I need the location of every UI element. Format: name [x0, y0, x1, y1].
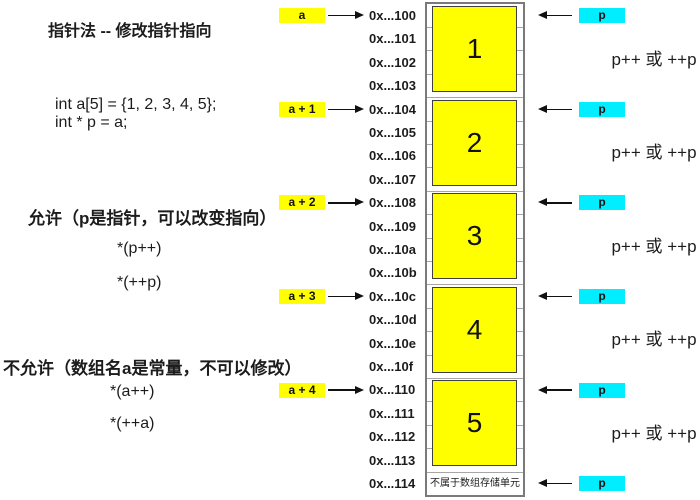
- cell-boundary-line: [427, 97, 523, 99]
- array-cell-2: 2: [432, 99, 517, 186]
- address-label: 0x...10e: [369, 335, 416, 351]
- array-pointer-label: a: [279, 8, 325, 24]
- arrow-line: [546, 108, 572, 111]
- arrow-line: [546, 389, 572, 391]
- array-pointer-label: a + 1: [279, 101, 325, 117]
- arrow-right-head-icon: [355, 198, 364, 207]
- arrow-line: [328, 295, 355, 298]
- allowed-heading: 允许（p是指针，可以改变指向）: [28, 209, 277, 228]
- array-pointer-label: a + 2: [279, 195, 325, 211]
- pointer-p-label: p: [579, 476, 625, 492]
- address-label: 0x...108: [369, 195, 416, 211]
- address-label: 0x...10a: [369, 242, 416, 257]
- array-cell-3: 3: [432, 193, 517, 280]
- cell-boundary-line: [427, 377, 523, 379]
- address-label: 0x...102: [369, 54, 416, 70]
- arrow-left-head-icon: [538, 11, 547, 20]
- address-label: 0x...109: [369, 218, 416, 234]
- array-cell-5: 5: [432, 380, 517, 467]
- arrow-line: [546, 14, 572, 17]
- arrow-line: [546, 295, 572, 298]
- address-label: 0x...10d: [369, 312, 417, 328]
- pointer-p-label: p: [579, 101, 625, 117]
- increment-hint: p++ 或 ++p: [611, 330, 697, 350]
- arrow-line: [328, 389, 355, 391]
- not-allowed-expression-1: *(a++): [110, 383, 155, 400]
- address-label: 0x...106: [369, 148, 416, 164]
- address-label: 0x...103: [369, 78, 416, 94]
- address-label: 0x...112: [369, 429, 416, 445]
- array-cell-4: 4: [432, 286, 517, 373]
- arrow-left-head-icon: [538, 198, 547, 207]
- cell-boundary-line: [427, 190, 523, 192]
- arrow-right-head-icon: [355, 104, 364, 113]
- arrow-right-head-icon: [355, 385, 364, 394]
- array-pointer-label: a + 4: [279, 382, 325, 398]
- increment-hint: p++ 或 ++p: [611, 49, 697, 69]
- increment-hint: p++ 或 ++p: [611, 236, 697, 256]
- page-title: 指针法 -- 修改指针指向: [48, 23, 212, 40]
- arrow-left-head-icon: [538, 104, 547, 113]
- arrow-line: [546, 202, 572, 204]
- allowed-expression-1: *(p++): [117, 240, 162, 257]
- increment-hint: p++ 或 ++p: [611, 423, 697, 443]
- address-label: 0x...111: [369, 405, 415, 421]
- arrow-line: [546, 482, 572, 485]
- arrow-line: [328, 108, 355, 111]
- arrow-right-head-icon: [355, 11, 364, 20]
- cell-boundary-line: [427, 284, 523, 286]
- address-label: 0x...114: [369, 476, 416, 491]
- address-label: 0x...104: [369, 101, 416, 117]
- not-allowed-heading: 不允许（数组名a是常量，不可以修改）: [3, 359, 302, 378]
- arrow-line: [328, 14, 355, 17]
- cell-boundary-line: [427, 471, 523, 473]
- address-label: 0x...105: [369, 125, 416, 140]
- pointer-p-label: p: [579, 8, 625, 24]
- arrow-line: [328, 202, 355, 204]
- arrow-left-head-icon: [538, 385, 547, 394]
- increment-hint: p++ 或 ++p: [611, 143, 697, 163]
- array-cell-1: 1: [432, 6, 517, 92]
- pointer-p-label: p: [579, 382, 625, 398]
- not-allowed-expression-2: *(++a): [110, 415, 155, 432]
- pointer-p-label: p: [579, 195, 625, 211]
- address-label: 0x...10b: [369, 265, 417, 281]
- address-label: 0x...10f: [369, 359, 414, 374]
- arrow-left-head-icon: [538, 292, 547, 300]
- address-label: 0x...113: [369, 452, 416, 468]
- code-line-2: int * p = a;: [55, 114, 128, 131]
- address-label: 0x...110: [369, 382, 416, 398]
- address-label: 0x...101: [369, 31, 416, 47]
- non-array-cell-note: 不属于数组存储单元: [430, 478, 520, 489]
- allowed-expression-2: *(++p): [117, 274, 162, 291]
- address-label: 0x...100: [369, 8, 416, 23]
- array-pointer-label: a + 3: [279, 289, 325, 304]
- arrow-left-head-icon: [538, 479, 547, 488]
- arrow-right-head-icon: [355, 292, 364, 300]
- address-label: 0x...10c: [369, 288, 416, 304]
- pointer-p-label: p: [579, 289, 625, 304]
- code-line-1: int a[5] = {1, 2, 3, 4, 5};: [55, 96, 217, 113]
- address-label: 0x...107: [369, 171, 416, 187]
